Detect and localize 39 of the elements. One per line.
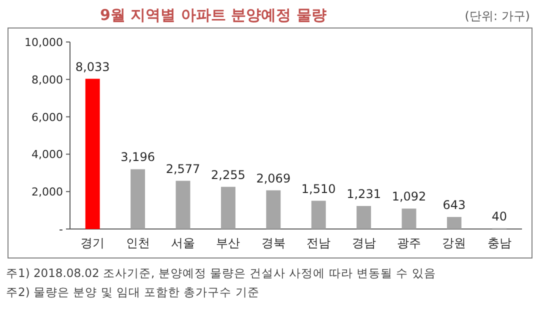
text: 주2) 물량은 분양 및 임대 포함한 총가구수 기준 [6, 285, 260, 299]
x-tick-label: 경기 [80, 236, 105, 250]
x-tick-label: 강원 [442, 236, 466, 250]
x-tick-label: 부산 [216, 236, 240, 250]
data-label: 2,255 [211, 168, 246, 182]
data-label: 1,231 [346, 186, 381, 201]
bar [356, 206, 372, 229]
y-tick-label: - [59, 223, 64, 236]
data-label: 1,510 [301, 182, 336, 196]
data-label: 643 [442, 198, 466, 212]
y-tick-label: 8,000 [32, 73, 63, 86]
data-label: 2,577 [166, 162, 200, 176]
x-tick-label: 광주 [397, 236, 421, 250]
bar [402, 208, 416, 229]
y-tick-label: 10,000 [24, 36, 63, 49]
data-label: 3,196 [120, 150, 155, 164]
bar [266, 190, 281, 229]
y-tick-label: 6,000 [32, 110, 63, 124]
data-label: 40 [492, 209, 508, 224]
x-tick-label: 서울 [171, 236, 195, 250]
x-tick-label: 경북 [261, 236, 286, 250]
bar [130, 169, 146, 229]
bar [311, 200, 326, 229]
bar [446, 216, 462, 229]
x-tick-label: 충남 [487, 236, 512, 250]
text: 주1) 2018.08.02 조사기준, 분양예정 물량은 건설사 사정에 따라 변동될 수 있음 [6, 266, 436, 280]
data-label: 2,069 [256, 171, 291, 186]
x-tick-label: 전남 [306, 236, 331, 250]
chart-title: 9월 지역별 아파트 분양예정 물량 [100, 6, 326, 24]
bar [85, 78, 100, 229]
data-label: 1,092 [392, 190, 426, 204]
bar [220, 186, 236, 229]
chart-subtitle: (단위: 가구) [464, 9, 530, 23]
x-tick-label: 경남 [352, 236, 376, 250]
bar [176, 180, 190, 229]
x-tick-label: 인천 [126, 236, 150, 250]
y-tick-label: 2,000 [32, 186, 63, 199]
y-tick-label: 4,000 [32, 148, 63, 162]
data-label: 8,033 [75, 60, 110, 74]
